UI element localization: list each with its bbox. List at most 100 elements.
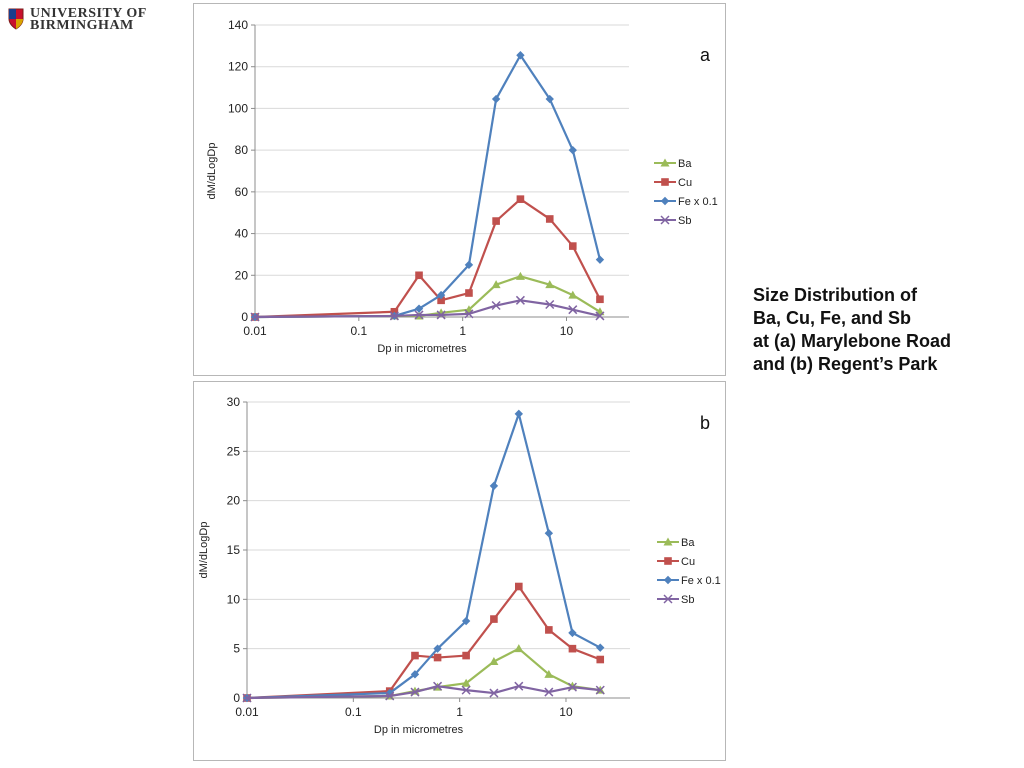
logo-line2: BIRMINGHAM <box>30 18 134 33</box>
y-tick-label: 5 <box>233 642 240 656</box>
data-point-cu <box>492 217 500 225</box>
chart-a-svg: 0 20 40 60 80 100 120 140 0.01 0.1 1 10 Dp in microm… <box>206 18 718 355</box>
data-point-sb <box>515 295 525 305</box>
caption-line-1: Size Distribution of <box>753 285 917 305</box>
panel-letter: b <box>700 413 710 433</box>
data-point-cu <box>545 215 554 223</box>
y-tick-label: 0 <box>233 691 240 705</box>
y-tick-label: 20 <box>235 268 249 282</box>
data-point-fe-x-0-1 <box>568 628 577 638</box>
data-point-cu <box>433 653 442 662</box>
data-point-sb <box>250 312 260 322</box>
y-tick-label: 10 <box>227 592 241 606</box>
data-point-fe-x-0-1 <box>464 260 474 270</box>
data-point-fe-x-0-1 <box>595 255 605 264</box>
data-point-sb <box>410 687 420 697</box>
caption-line-4: and (b) Regent’s Park <box>753 354 938 374</box>
gridlines <box>255 24 629 318</box>
legend-item-fe-x-0-1: Fe x 0.1 <box>657 575 721 587</box>
legend-marker <box>663 537 673 546</box>
data-point-cu <box>411 651 419 660</box>
data-point-cu <box>462 651 470 660</box>
data-point-sb <box>389 311 399 321</box>
x-axis-title: Dp in micrometres <box>374 724 464 736</box>
series-sb <box>250 295 605 322</box>
data-point-ba <box>514 644 524 653</box>
series-line-sb <box>246 685 601 700</box>
legend-item-fe-x-0-1: Fe x 0.1 <box>654 196 718 208</box>
data-point-ba <box>515 271 525 280</box>
x-tick-label: 0.01 <box>243 324 267 338</box>
series-cu <box>251 195 604 321</box>
data-point-cu <box>437 296 445 305</box>
data-point-sb <box>545 299 555 310</box>
data-point-ba <box>568 290 578 299</box>
series-line-fe-x-0-1 <box>254 54 602 319</box>
shield-icon <box>8 8 24 30</box>
series-line-sb <box>254 299 601 319</box>
legend: Ba Cu Fe x 0.1 Sb <box>654 158 718 227</box>
legend-item-ba: Ba <box>654 158 692 170</box>
data-point-sb <box>491 300 501 311</box>
chart-b: 0 5 10 15 20 25 30 0.01 0.1 1 10 Dp in micrometres d… <box>193 381 726 761</box>
data-point-sb <box>433 681 443 691</box>
y-axis-title: dM/dLogDp <box>206 143 218 200</box>
chart-b-svg: 0 5 10 15 20 25 30 0.01 0.1 1 10 Dp in micrometres d… <box>198 395 721 736</box>
y-tick-label: 60 <box>235 185 249 199</box>
legend-label: Ba <box>681 537 695 549</box>
x-tick-label: 10 <box>559 705 573 719</box>
legend-item-cu: Cu <box>654 177 692 189</box>
legend-item-sb: Sb <box>657 594 694 606</box>
legend-label: Cu <box>678 177 692 189</box>
data-point-sb <box>489 688 499 698</box>
legend-label: Sb <box>681 594 694 606</box>
y-tick-label: 80 <box>235 143 249 157</box>
data-point-cu <box>596 655 605 664</box>
data-point-sb <box>567 682 577 692</box>
x-tick-label: 0.01 <box>235 705 259 719</box>
gridlines <box>247 401 630 699</box>
legend-item-cu: Cu <box>657 556 695 568</box>
series-line-cu <box>246 585 601 700</box>
legend-marker <box>660 215 670 225</box>
data-point-ba <box>461 678 471 687</box>
x-tick-label: 10 <box>560 324 574 338</box>
y-axis-title: dM/dLogDp <box>198 522 210 579</box>
data-point-cu <box>415 271 423 280</box>
data-point-sb <box>461 685 471 695</box>
y-tick-label: 100 <box>228 101 248 115</box>
legend-marker <box>664 557 672 565</box>
data-point-fe-x-0-1 <box>489 481 499 491</box>
y-tick-label: 0 <box>241 310 248 324</box>
data-point-cu <box>516 195 525 203</box>
data-point-fe-x-0-1 <box>568 145 577 155</box>
data-point-fe-x-0-1 <box>544 529 554 538</box>
series-sb <box>242 681 605 703</box>
data-point-sb <box>464 309 474 319</box>
legend-marker <box>660 196 670 206</box>
data-point-fe-x-0-1 <box>491 94 501 104</box>
caption-line-2: Ba, Cu, Fe, and Sb <box>753 308 912 328</box>
chart-a: 0 20 40 60 80 100 120 140 0.01 0.1 1 10 Dp in microm… <box>193 3 726 376</box>
legend-label: Fe x 0.1 <box>678 196 718 208</box>
legend-label: Ba <box>678 158 692 170</box>
data-point-ba <box>544 669 554 678</box>
x-axis-title: Dp in micrometres <box>377 343 467 355</box>
data-point-cu <box>465 289 473 297</box>
data-point-fe-x-0-1 <box>545 94 554 104</box>
logo-line1: UNIVERSITY OF <box>30 6 147 21</box>
x-tick-label: 1 <box>456 705 463 719</box>
data-point-fe-x-0-1 <box>516 51 525 60</box>
y-tick-label: 25 <box>227 444 241 458</box>
series-ba <box>250 271 605 321</box>
data-point-cu <box>490 615 498 623</box>
series-line-fe-x-0-1 <box>246 412 601 700</box>
x-tick-label: 0.1 <box>350 324 367 338</box>
panel-letter: a <box>700 45 711 65</box>
data-point-sb <box>242 693 252 703</box>
legend-label: Sb <box>678 215 691 227</box>
data-point-ba <box>545 280 555 289</box>
data-point-cu <box>568 644 577 653</box>
data-point-sb <box>385 691 395 701</box>
data-point-fe-x-0-1 <box>385 688 394 698</box>
